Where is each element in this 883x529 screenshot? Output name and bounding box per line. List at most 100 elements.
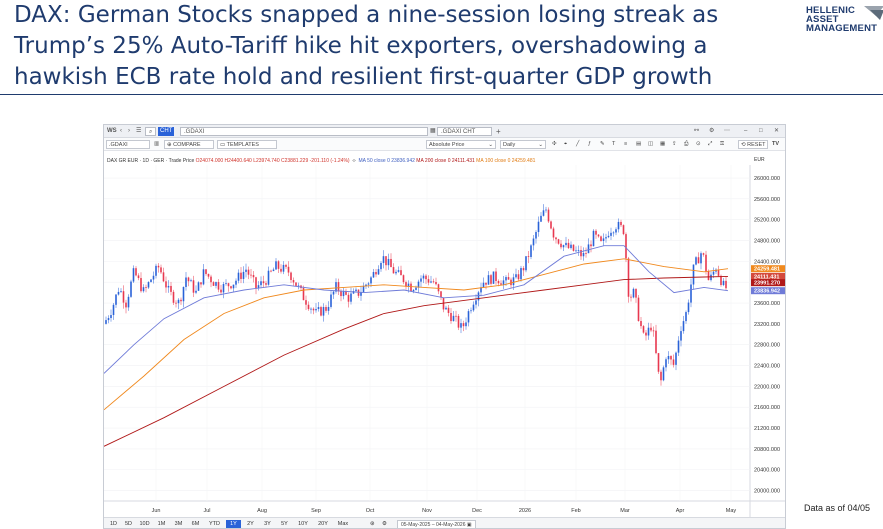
draw-line-icon[interactable]: ╱ (576, 141, 580, 147)
candle-body (327, 306, 330, 311)
candle-body (215, 282, 217, 286)
templates-label: TEMPLATES (226, 142, 259, 148)
chart-type-icon[interactable]: ▥ (154, 141, 160, 147)
lock-icon[interactable]: ⚿ (720, 141, 725, 147)
range-button-ytd[interactable]: YTD (209, 521, 220, 527)
candle-body (420, 278, 422, 282)
range-button-5d[interactable]: 5D (124, 521, 133, 527)
candle-body (225, 283, 227, 285)
indicator-icon[interactable]: ƒ (588, 141, 592, 147)
candle-body (255, 277, 257, 289)
candle-body (257, 285, 260, 289)
fit-icon[interactable]: ⤢ (708, 141, 713, 147)
range-button-2y[interactable]: 2Y (247, 521, 254, 527)
price-tag (751, 272, 785, 280)
templates-button[interactable]: ▭ TEMPLATES (217, 140, 277, 149)
candle-body (610, 232, 612, 236)
range-button-5y[interactable]: 5Y (281, 521, 288, 527)
candle-body (392, 267, 395, 274)
interval-select[interactable]: Daily ⌄ (500, 140, 546, 149)
candle-body (632, 288, 635, 298)
candle-body (337, 282, 340, 292)
candle-body (640, 321, 642, 327)
chevron-down-icon: ⌄ (488, 142, 493, 148)
back-icon[interactable]: ‹ (120, 128, 122, 134)
candle-body (542, 210, 545, 216)
price-mode-value: Absolute Price (429, 142, 465, 148)
candle-body (630, 296, 632, 298)
link-icon[interactable]: ⚯ (694, 128, 700, 134)
candle-body (217, 282, 220, 290)
menu-icon[interactable]: ☰ (136, 128, 142, 134)
chart-tab[interactable]: .GDAXI CHT (437, 127, 492, 136)
export-icon[interactable]: ⇪ (672, 141, 677, 147)
minimize-icon[interactable]: – (744, 128, 748, 134)
x-tick-label: May (726, 508, 737, 514)
candle-body (685, 312, 687, 322)
annotation-icon[interactable]: ✎ (600, 141, 605, 147)
x-tick-label: Jun (152, 508, 161, 514)
candle-body (717, 269, 720, 276)
candle-body (150, 279, 152, 283)
range-button-1m[interactable]: 1M (157, 521, 166, 527)
compare-button[interactable]: ⊕ COMPARE (164, 140, 214, 149)
candle-body (130, 281, 132, 297)
print-icon[interactable]: ⎙ (684, 141, 689, 147)
candle-body (265, 283, 267, 285)
ticker-chip[interactable]: CHT (158, 127, 175, 136)
range-button-1y[interactable]: 1Y (226, 520, 241, 528)
candle-body (202, 269, 205, 285)
close-icon[interactable]: ✕ (774, 128, 780, 134)
candle-body (112, 304, 115, 316)
collapse-icon[interactable]: ‹› (352, 158, 356, 164)
zoom-icon[interactable]: ⊙ (696, 141, 701, 147)
candle-body (657, 353, 660, 372)
range-button-10d[interactable]: 10D (139, 521, 150, 527)
candle-body (697, 257, 700, 264)
candle-body (272, 269, 275, 272)
calendar-icon[interactable]: ⊛ (370, 521, 375, 527)
range-button-1d[interactable]: 1D (109, 521, 118, 527)
candle-body (382, 256, 385, 263)
range-button-3m[interactable]: 3M (174, 521, 183, 527)
range-button-20y[interactable]: 20Y (318, 521, 328, 527)
crosshair-icon[interactable]: ✣ (552, 141, 557, 147)
candle-body (187, 277, 190, 282)
maximize-icon[interactable]: □ (759, 128, 763, 134)
date-range-field[interactable]: 05-May-2025 – 04-May-2026 ▣ (397, 520, 476, 528)
search-icon[interactable]: ⌕ (145, 127, 156, 136)
range-button-6m[interactable]: 6M (191, 521, 200, 527)
text-icon[interactable]: T (612, 141, 616, 147)
price-mode-select[interactable]: Absolute Price ⌄ (426, 140, 496, 149)
interval-value: Daily (503, 142, 516, 148)
price-chart[interactable]: 20000.000 20400.000 20800.000 21200.000 2160… (104, 165, 786, 517)
candle-body (567, 242, 570, 249)
window-topbar: WS ‹ › ☰ ⌕ CHT .GDAXI ▦ .GDAXI CHT + ⚯ ⚙… (104, 125, 785, 138)
y-tick-label: 20000.000 (754, 489, 780, 495)
range-button-3y[interactable]: 3Y (264, 521, 271, 527)
range-button-10y[interactable]: 10Y (298, 521, 308, 527)
ticker-tab[interactable]: .GDAXI (180, 127, 428, 136)
more-icon[interactable]: ⋯ (724, 128, 730, 134)
ws-label[interactable]: WS (107, 128, 117, 134)
candle-body (287, 266, 290, 273)
candle-body (107, 318, 110, 321)
settings-icon[interactable]: ⚙ (382, 521, 387, 527)
reset-button[interactable]: ⟲ RESET (738, 140, 768, 149)
cursor-icon[interactable]: ⌖ (564, 141, 568, 147)
layers-icon[interactable]: ≡ (624, 141, 628, 147)
layout-icon[interactable]: ▦ (660, 141, 666, 147)
range-button-max[interactable]: Max (337, 521, 349, 527)
grid-icon[interactable]: ▦ (430, 128, 436, 134)
y-tick-label: 20400.000 (754, 468, 780, 474)
compare-chart-icon[interactable]: ◫ (648, 141, 654, 147)
candle-body (585, 253, 587, 254)
settings-icon[interactable]: ⚙ (709, 128, 715, 134)
candle-body (192, 280, 195, 293)
candle-body (572, 244, 575, 251)
forward-icon[interactable]: › (128, 128, 130, 134)
add-tab-button[interactable]: + (496, 127, 501, 136)
table-icon[interactable]: ▤ (636, 141, 642, 147)
y-tick-label: 22000.000 (754, 384, 780, 390)
symbol-field[interactable]: .GDAXI (106, 140, 150, 149)
